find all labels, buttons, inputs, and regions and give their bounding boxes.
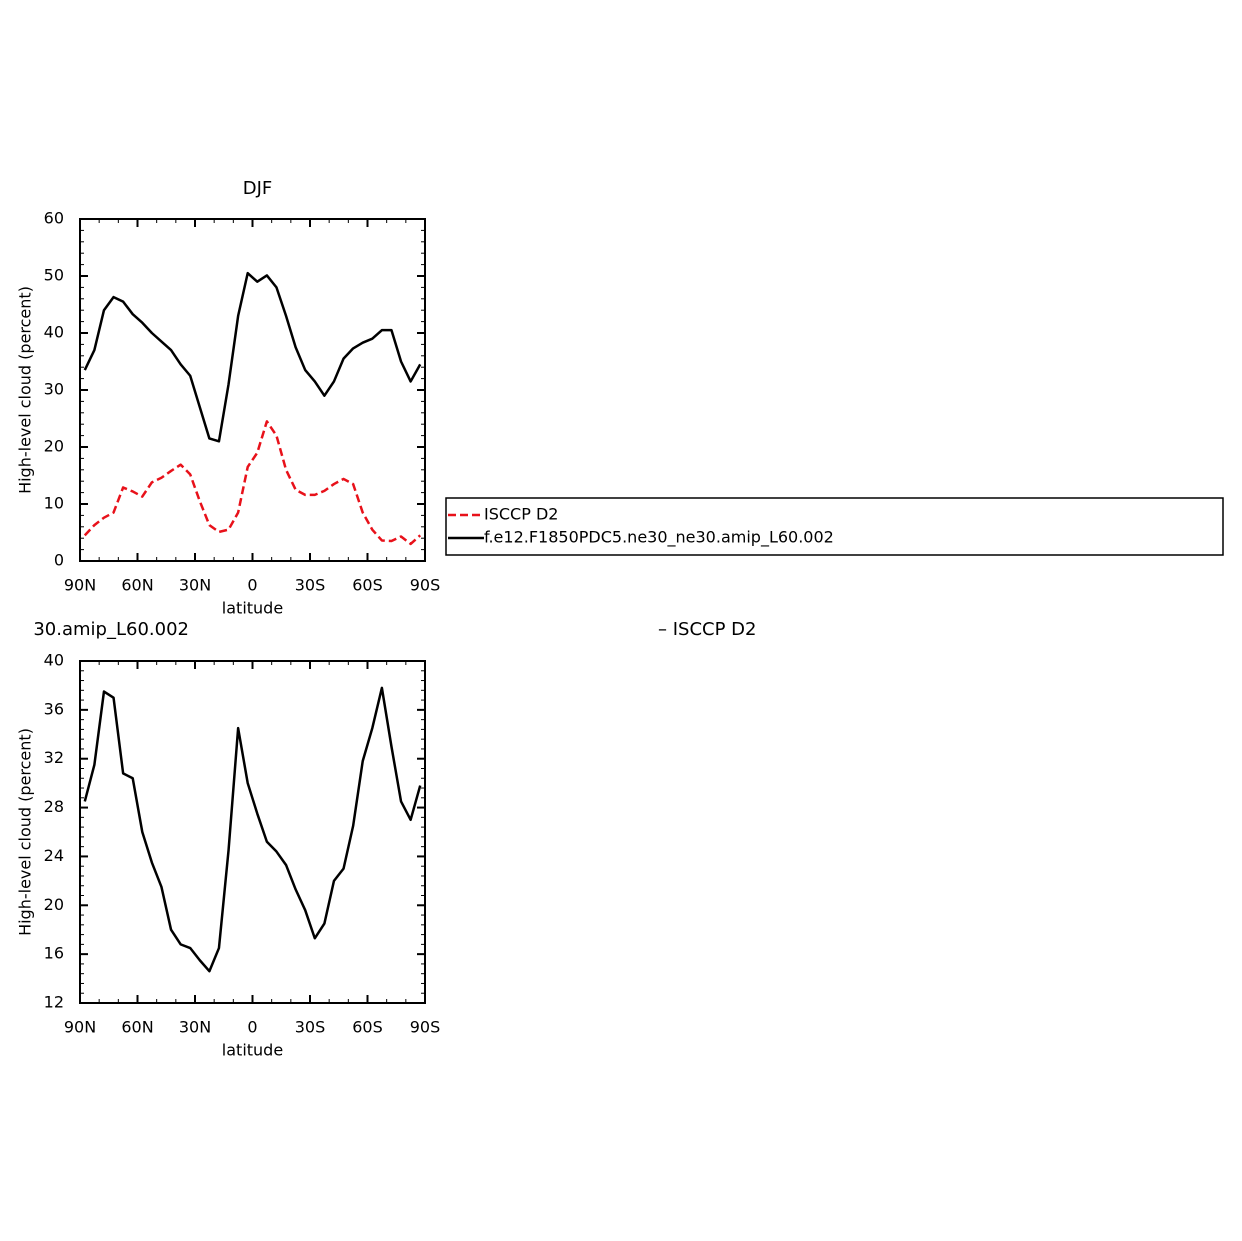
data-line: [83, 271, 422, 443]
y-tick-label: 36: [44, 699, 64, 718]
plot-frame: [79, 218, 426, 562]
x-axis-label: latitude: [222, 1041, 283, 1060]
y-tick-label: 0: [54, 551, 64, 570]
chart-title-part: 30.amip_L60.002: [33, 619, 189, 640]
y-tick-label: 60: [44, 209, 64, 228]
x-tick-label: 0: [247, 576, 257, 595]
y-axis-label: High-level cloud (percent): [16, 286, 35, 494]
x-tick-label: 60S: [352, 576, 383, 595]
chart-title: DJF: [243, 178, 273, 199]
legend-box: [445, 497, 1224, 556]
x-tick-label: 90S: [410, 576, 441, 595]
x-tick-label: 90N: [64, 576, 96, 595]
y-tick-label: 40: [44, 651, 64, 670]
y-tick-label: 10: [44, 494, 64, 513]
y-tick-label: 30: [44, 380, 64, 399]
x-tick-label: 30S: [295, 576, 326, 595]
x-tick-label: 0: [247, 1018, 257, 1037]
plot-frame: [79, 660, 426, 1004]
x-tick-label: 60N: [121, 1018, 153, 1037]
y-tick-label: 40: [44, 323, 64, 342]
y-axis-label: High-level cloud (percent): [16, 728, 35, 936]
x-tick-label: 30N: [179, 1018, 211, 1037]
legend-label: f.e12.F1850PDC5.ne30_ne30.amip_L60.002: [484, 528, 834, 548]
y-tick-label: 50: [44, 266, 64, 285]
x-tick-label: 90S: [410, 1018, 441, 1037]
y-tick-label: 16: [44, 944, 64, 963]
legend-label: ISCCP D2: [484, 505, 558, 524]
x-tick-label: 60N: [121, 576, 153, 595]
y-tick-label: 24: [44, 846, 64, 865]
y-tick-label: 20: [44, 437, 64, 456]
chart-title-part: – ISCCP D2: [658, 619, 756, 640]
y-tick-label: 20: [44, 895, 64, 914]
x-tick-label: 30S: [295, 1018, 326, 1037]
x-tick-label: 30N: [179, 576, 211, 595]
y-tick-label: 32: [44, 748, 64, 767]
x-tick-label: 60S: [352, 1018, 383, 1037]
x-axis-label: latitude: [222, 599, 283, 618]
y-tick-label: 12: [44, 993, 64, 1012]
y-tick-label: 28: [44, 797, 64, 816]
x-tick-label: 90N: [64, 1018, 96, 1037]
data-line: [83, 686, 422, 973]
data-line: [83, 420, 422, 546]
